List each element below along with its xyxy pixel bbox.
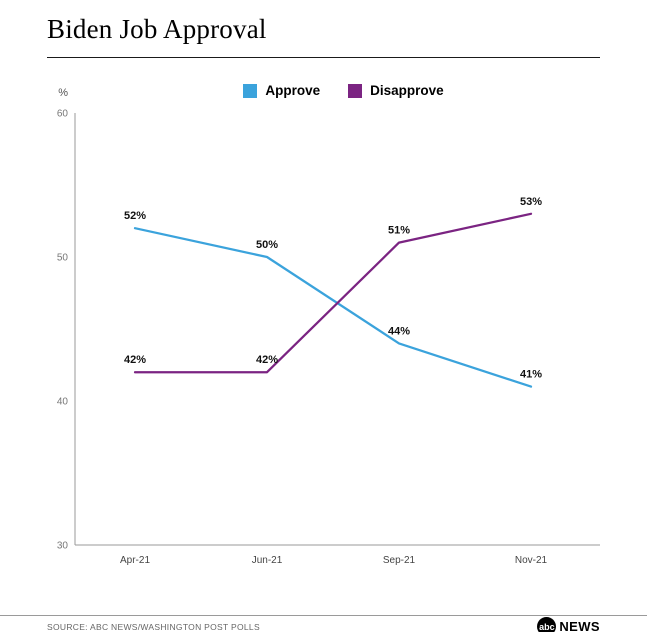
chart-legend: Approve Disapprove [40,83,647,98]
abc-news-logo: abc NEWS [537,617,600,632]
x-tick-label: Nov-21 [515,555,548,566]
series-line-disapprove [133,212,533,374]
x-tick-label: Sep-21 [383,555,416,566]
abc-logo-icon: abc [537,617,557,632]
title-divider [47,57,600,58]
legend-item-disapprove: Disapprove [348,83,444,98]
y-tick-label: 40 [57,397,69,408]
y-tick-label: 30 [57,541,69,552]
y-tick-label: 50 [57,253,69,264]
data-label-approve: 41% [520,369,542,381]
data-label-approve: 50% [256,239,278,251]
data-label-disapprove: 42% [124,354,146,366]
legend-item-approve: Approve [243,83,320,98]
data-label-approve: 52% [124,210,146,222]
data-label-disapprove: 53% [520,196,542,208]
series-line-approve [133,227,533,388]
legend-label-approve: Approve [265,83,321,98]
legend-label-disapprove: Disapprove [370,83,444,98]
footer-divider [0,615,647,616]
data-label-approve: 44% [388,325,410,337]
approve-swatch-icon [243,83,258,98]
data-label-disapprove: 51% [388,225,410,237]
x-tick-label: Jun-21 [252,555,283,566]
y-axis-unit-label: % [58,87,68,99]
source-credit: SOURCE: ABC NEWS/WASHINGTON POST POLLS [47,622,260,632]
page-title: Biden Job Approval [47,14,267,44]
disapprove-swatch-icon [348,83,363,98]
data-label-disapprove: 42% [256,354,278,366]
brand-name: NEWS [559,619,600,632]
x-tick-label: Apr-21 [120,555,150,566]
y-tick-label: 60 [57,109,69,120]
